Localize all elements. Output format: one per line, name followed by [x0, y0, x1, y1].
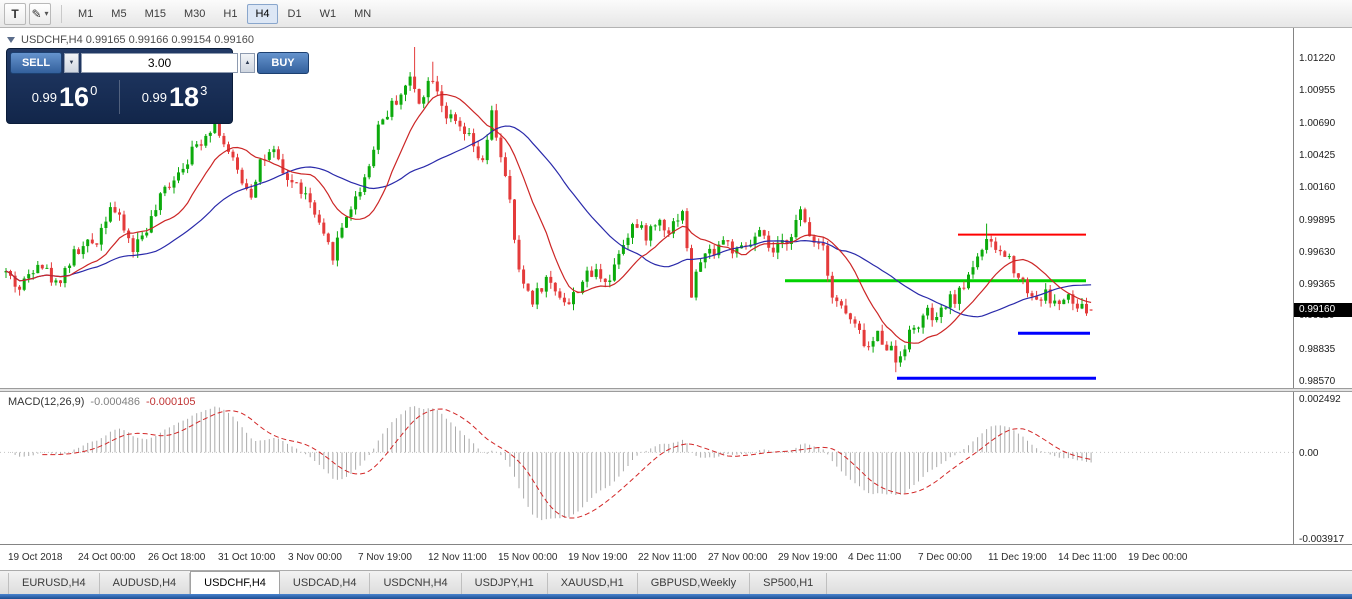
toolbar: T ✎ ▾ M1 M5 M15 M30 H1 H4 D1 W1 MN — [0, 0, 1352, 28]
chart-ohlc-header: USDCHF,H4 0.99165 0.99166 0.99154 0.9916… — [21, 34, 255, 46]
timeframe-button-m1[interactable]: M1 — [78, 7, 94, 20]
time-axis-label: 14 Dec 11:00 — [1058, 552, 1117, 563]
current-price-value: 0.99160 — [1299, 304, 1336, 315]
one-click-collapse-icon[interactable] — [7, 37, 15, 43]
chart-tab-audusd-h4[interactable]: AUDUSD,H4 — [100, 573, 191, 594]
timeframe-button-m5[interactable]: M5 — [111, 7, 127, 20]
chart-tab-eurusd-h4[interactable]: EURUSD,H4 — [8, 573, 100, 594]
chart-tabs-bar: EURUSD,H4 AUDUSD,H4 USDCHF,H4 USDCAD,H4 USDC… — [0, 570, 1352, 594]
time-axis-label: 7 Dec 00:00 — [918, 552, 972, 563]
price-axis-label: 0.98835 — [1299, 344, 1336, 355]
trade-panel-prices: 0.99 16 0 0.99 18 3 — [10, 74, 229, 120]
toolbar-separator — [61, 4, 62, 23]
timeframe-button-d1[interactable]: D1 — [287, 7, 302, 20]
trend-level-lines[interactable] — [785, 233, 1096, 380]
time-axis-label: 29 Nov 19:00 — [778, 552, 838, 563]
macd-main-value: -0.000486 — [90, 396, 140, 408]
chart-tab-sp500-h1[interactable]: SP500,H1 — [750, 573, 828, 594]
sell-price-big: 16 — [59, 81, 90, 112]
window-edge — [0, 594, 1352, 599]
chart-tab-gbpusd-weekly[interactable]: GBPUSD,Weekly — [638, 573, 751, 594]
one-click-trading-panel: SELL ▼ ▲ BUY 0.99 16 0 0.99 18 3 — [6, 48, 309, 124]
price-axis-label: 0.99895 — [1299, 215, 1336, 226]
timeframe-button-mn[interactable]: MN — [354, 7, 372, 20]
chart-tab-usdchf-h4[interactable]: USDCHF,H4 — [190, 571, 280, 594]
macd-axis-label: 0.002492 — [1299, 394, 1341, 405]
price-axis-label: 0.99630 — [1299, 247, 1336, 258]
time-axis-label: 7 Nov 19:00 — [358, 552, 412, 563]
time-axis-label: 24 Oct 00:00 — [78, 552, 136, 563]
text-tool-icon: T — [11, 6, 19, 21]
panel-splitter[interactable] — [0, 388, 1352, 392]
chart-window: USDCHF,H4 0.99165 0.99166 0.99154 0.9916… — [0, 28, 1352, 570]
volume-input[interactable] — [81, 53, 238, 73]
time-axis-label: 19 Oct 2018 — [8, 552, 63, 563]
time-axis-label: 22 Nov 11:00 — [638, 552, 697, 563]
price-axis-label: 1.01220 — [1299, 53, 1336, 64]
draw-tool-icon: ✎ — [31, 6, 42, 21]
chevron-up-icon: ▲ — [244, 60, 251, 66]
volume-decrease-button[interactable]: ▼ — [64, 53, 79, 73]
time-axis-label: 31 Oct 10:00 — [218, 552, 276, 563]
buy-button[interactable]: BUY — [257, 52, 309, 74]
price-chart-area[interactable] — [0, 30, 1293, 388]
chart-tab-usdcnh-h4[interactable]: USDCNH,H4 — [370, 573, 462, 594]
buy-price: 0.99 18 3 — [120, 81, 229, 112]
text-tool-button[interactable]: T — [4, 2, 26, 25]
chevron-down-icon: ▼ — [68, 60, 75, 66]
buy-price-big: 18 — [169, 81, 200, 112]
time-axis[interactable]: 19 Oct 2018 24 Oct 00:00 26 Oct 18:00 31 Oc… — [0, 544, 1352, 570]
time-axis-label: 4 Dec 11:00 — [848, 552, 902, 563]
chart-tab-usdjpy-h1[interactable]: USDJPY,H1 — [462, 573, 548, 594]
chart-tab-xauusd-h1[interactable]: XAUUSD,H1 — [548, 573, 638, 594]
current-price-marker: 0.99160 — [1294, 303, 1352, 317]
draw-tool-button[interactable]: ✎ ▾ — [29, 2, 51, 25]
sell-button[interactable]: SELL — [10, 52, 62, 74]
buy-price-base: 0.99 — [141, 89, 168, 105]
price-axis-label: 1.00160 — [1299, 182, 1336, 193]
price-axis-label: 0.98570 — [1299, 376, 1336, 387]
timeframe-button-w1[interactable]: W1 — [319, 7, 337, 20]
price-axis-label: 1.00955 — [1299, 85, 1336, 96]
timeframe-button-m15[interactable]: M15 — [144, 7, 166, 20]
time-axis-label: 19 Dec 00:00 — [1128, 552, 1188, 563]
time-axis-label: 15 Nov 00:00 — [498, 552, 558, 563]
time-axis-label: 26 Oct 18:00 — [148, 552, 206, 563]
macd-signal-value: -0.000105 — [145, 396, 196, 408]
time-axis-label: 19 Nov 19:00 — [568, 552, 628, 563]
macd-histogram — [10, 406, 1092, 521]
price-axis-label: 0.99365 — [1299, 279, 1336, 290]
timeframe-button-group: M1 M5 M15 M30 H1 H4 D1 W1 MN — [69, 3, 380, 24]
ma-slow-line — [5, 125, 1092, 318]
chevron-down-icon: ▾ — [44, 9, 49, 18]
trade-panel-controls: SELL ▼ ▲ BUY — [10, 52, 309, 74]
buy-price-sup: 3 — [200, 82, 208, 98]
sell-price-sup: 0 — [90, 82, 98, 98]
macd-indicator-label: MACD(12,26,9) -0.000486 -0.000105 — [8, 396, 196, 408]
macd-axis-label: 0.00 — [1299, 448, 1319, 459]
macd-indicator-area[interactable] — [0, 392, 1293, 544]
ma-fast-line — [5, 93, 1092, 344]
timeframe-button-h4[interactable]: H4 — [247, 3, 278, 24]
macd-axis-label: -0.003917 — [1299, 534, 1345, 545]
sell-price: 0.99 16 0 — [10, 81, 119, 112]
time-axis-label: 12 Nov 11:00 — [428, 552, 487, 563]
sell-price-base: 0.99 — [31, 89, 58, 105]
timeframe-button-h1[interactable]: H1 — [223, 7, 238, 20]
price-divider — [119, 80, 120, 114]
price-axis-label: 1.00690 — [1299, 118, 1336, 129]
macd-signal-line — [42, 408, 1092, 519]
candles-layer — [4, 47, 1093, 373]
volume-increase-button[interactable]: ▲ — [240, 53, 255, 73]
chart-tab-usdcad-h4[interactable]: USDCAD,H4 — [280, 573, 371, 594]
price-axis-label: 1.00425 — [1299, 150, 1336, 161]
time-axis-label: 11 Dec 19:00 — [988, 552, 1047, 563]
price-axis[interactable]: 1.01220 1.00955 1.00690 1.00425 1.00160 0.998… — [1293, 28, 1352, 545]
macd-name: MACD(12,26,9) — [8, 396, 85, 408]
time-axis-label: 27 Nov 00:00 — [708, 552, 768, 563]
time-axis-label: 3 Nov 00:00 — [288, 552, 342, 563]
timeframe-button-m30[interactable]: M30 — [183, 7, 206, 20]
